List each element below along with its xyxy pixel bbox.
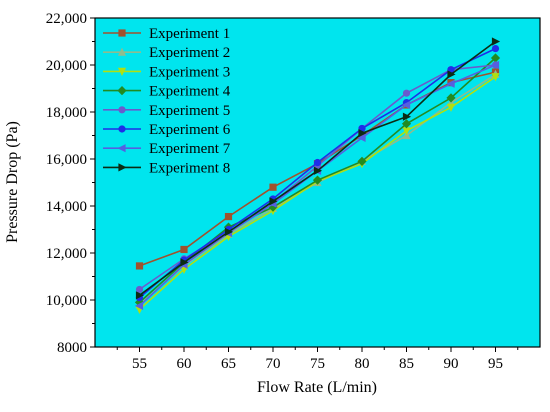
x-tick-label: 65 — [221, 356, 236, 372]
legend-marker — [118, 163, 127, 172]
data-point — [401, 100, 411, 110]
legend-marker — [117, 67, 127, 76]
legend-label: Experiment 4 — [149, 84, 231, 100]
legend-marker — [118, 125, 126, 133]
legend-label: Experiment 6 — [149, 122, 231, 138]
data-point — [313, 158, 322, 167]
data-point — [180, 258, 189, 267]
legend-marker — [118, 106, 126, 114]
legend-label: Experiment 5 — [149, 103, 230, 119]
y-tick-label: 22,000 — [46, 11, 87, 27]
legend-label: Experiment 3 — [149, 64, 230, 80]
legend-marker — [118, 29, 126, 37]
x-tick-label: 55 — [132, 356, 147, 372]
series-8 — [135, 37, 501, 300]
data-point — [134, 297, 145, 307]
data-point — [224, 227, 234, 236]
data-point — [135, 291, 145, 300]
series-6 — [135, 44, 500, 302]
data-point — [401, 119, 412, 129]
data-point — [313, 166, 323, 175]
data-point — [402, 89, 411, 97]
x-tick-label: 90 — [444, 356, 459, 372]
y-tick-label: 16,000 — [46, 152, 87, 168]
x-tick-label: 75 — [310, 356, 325, 372]
data-point — [402, 112, 412, 121]
y-axis: 8000 10,000 12,000 14,000 16,000 18,000 20,000… — [46, 11, 95, 356]
x-axis-title: Flow Rate (L/min) — [257, 379, 377, 396]
legend-marker — [117, 47, 127, 56]
y-tick-label: 10,000 — [46, 293, 87, 309]
x-tick-label: 80 — [355, 356, 370, 372]
legend-entry: Experiment 1 — [103, 26, 230, 42]
data-point — [402, 127, 411, 136]
series-layer — [134, 37, 501, 314]
data-point — [447, 70, 456, 79]
data-point — [358, 131, 366, 140]
legend-label: Experiment 2 — [149, 45, 230, 61]
legend-entry: Experiment 5 — [103, 103, 230, 119]
y-tick-label: 18,000 — [46, 105, 87, 121]
y-tick-label: 20,000 — [46, 58, 87, 74]
legend-entry: Experiment 2 — [103, 45, 230, 61]
x-tick-label: 60 — [177, 356, 192, 372]
legend-marker — [117, 86, 127, 96]
data-point — [491, 37, 501, 46]
data-point — [490, 60, 500, 70]
y-tick-label: 14,000 — [46, 199, 87, 215]
legend-label: Experiment 7 — [149, 141, 231, 157]
data-point — [135, 285, 144, 294]
data-point — [446, 103, 456, 112]
y-tick-label: 12,000 — [46, 246, 87, 262]
data-point — [491, 44, 500, 53]
data-point — [134, 301, 144, 310]
data-point — [357, 156, 367, 166]
y-tick-label: 8000 — [57, 340, 87, 356]
data-point — [269, 197, 278, 206]
legend-entry: Experiment 6 — [103, 122, 231, 138]
data-point — [446, 93, 456, 103]
data-point — [490, 53, 501, 63]
data-point — [491, 73, 500, 82]
legend: Experiment 1 Experiment 2 Experiment 3 Expe… — [103, 26, 231, 176]
y-axis-title: Pressure Drop (Pa) — [4, 121, 21, 243]
data-point — [135, 262, 144, 270]
data-point — [446, 79, 455, 88]
x-tick-label: 85 — [399, 356, 414, 372]
data-point — [224, 212, 233, 221]
legend-marker — [117, 144, 126, 153]
data-point — [312, 175, 323, 185]
x-tick-label: 70 — [266, 356, 281, 372]
data-point — [180, 245, 188, 254]
legend-label: Experiment 8 — [149, 160, 230, 176]
legend-entry: Experiment 3 — [103, 64, 230, 80]
data-point — [358, 129, 367, 138]
data-point — [269, 183, 277, 191]
x-axis: 55 60 65 70 75 80 85 90 95 — [116, 347, 519, 372]
legend-entry: Experiment 7 — [103, 141, 231, 157]
legend-entry: Experiment 4 — [103, 84, 231, 100]
data-point — [357, 133, 366, 142]
x-tick-label: 95 — [488, 356, 503, 372]
legend-entry: Experiment 8 — [103, 160, 230, 176]
legend-label: Experiment 1 — [149, 26, 230, 42]
